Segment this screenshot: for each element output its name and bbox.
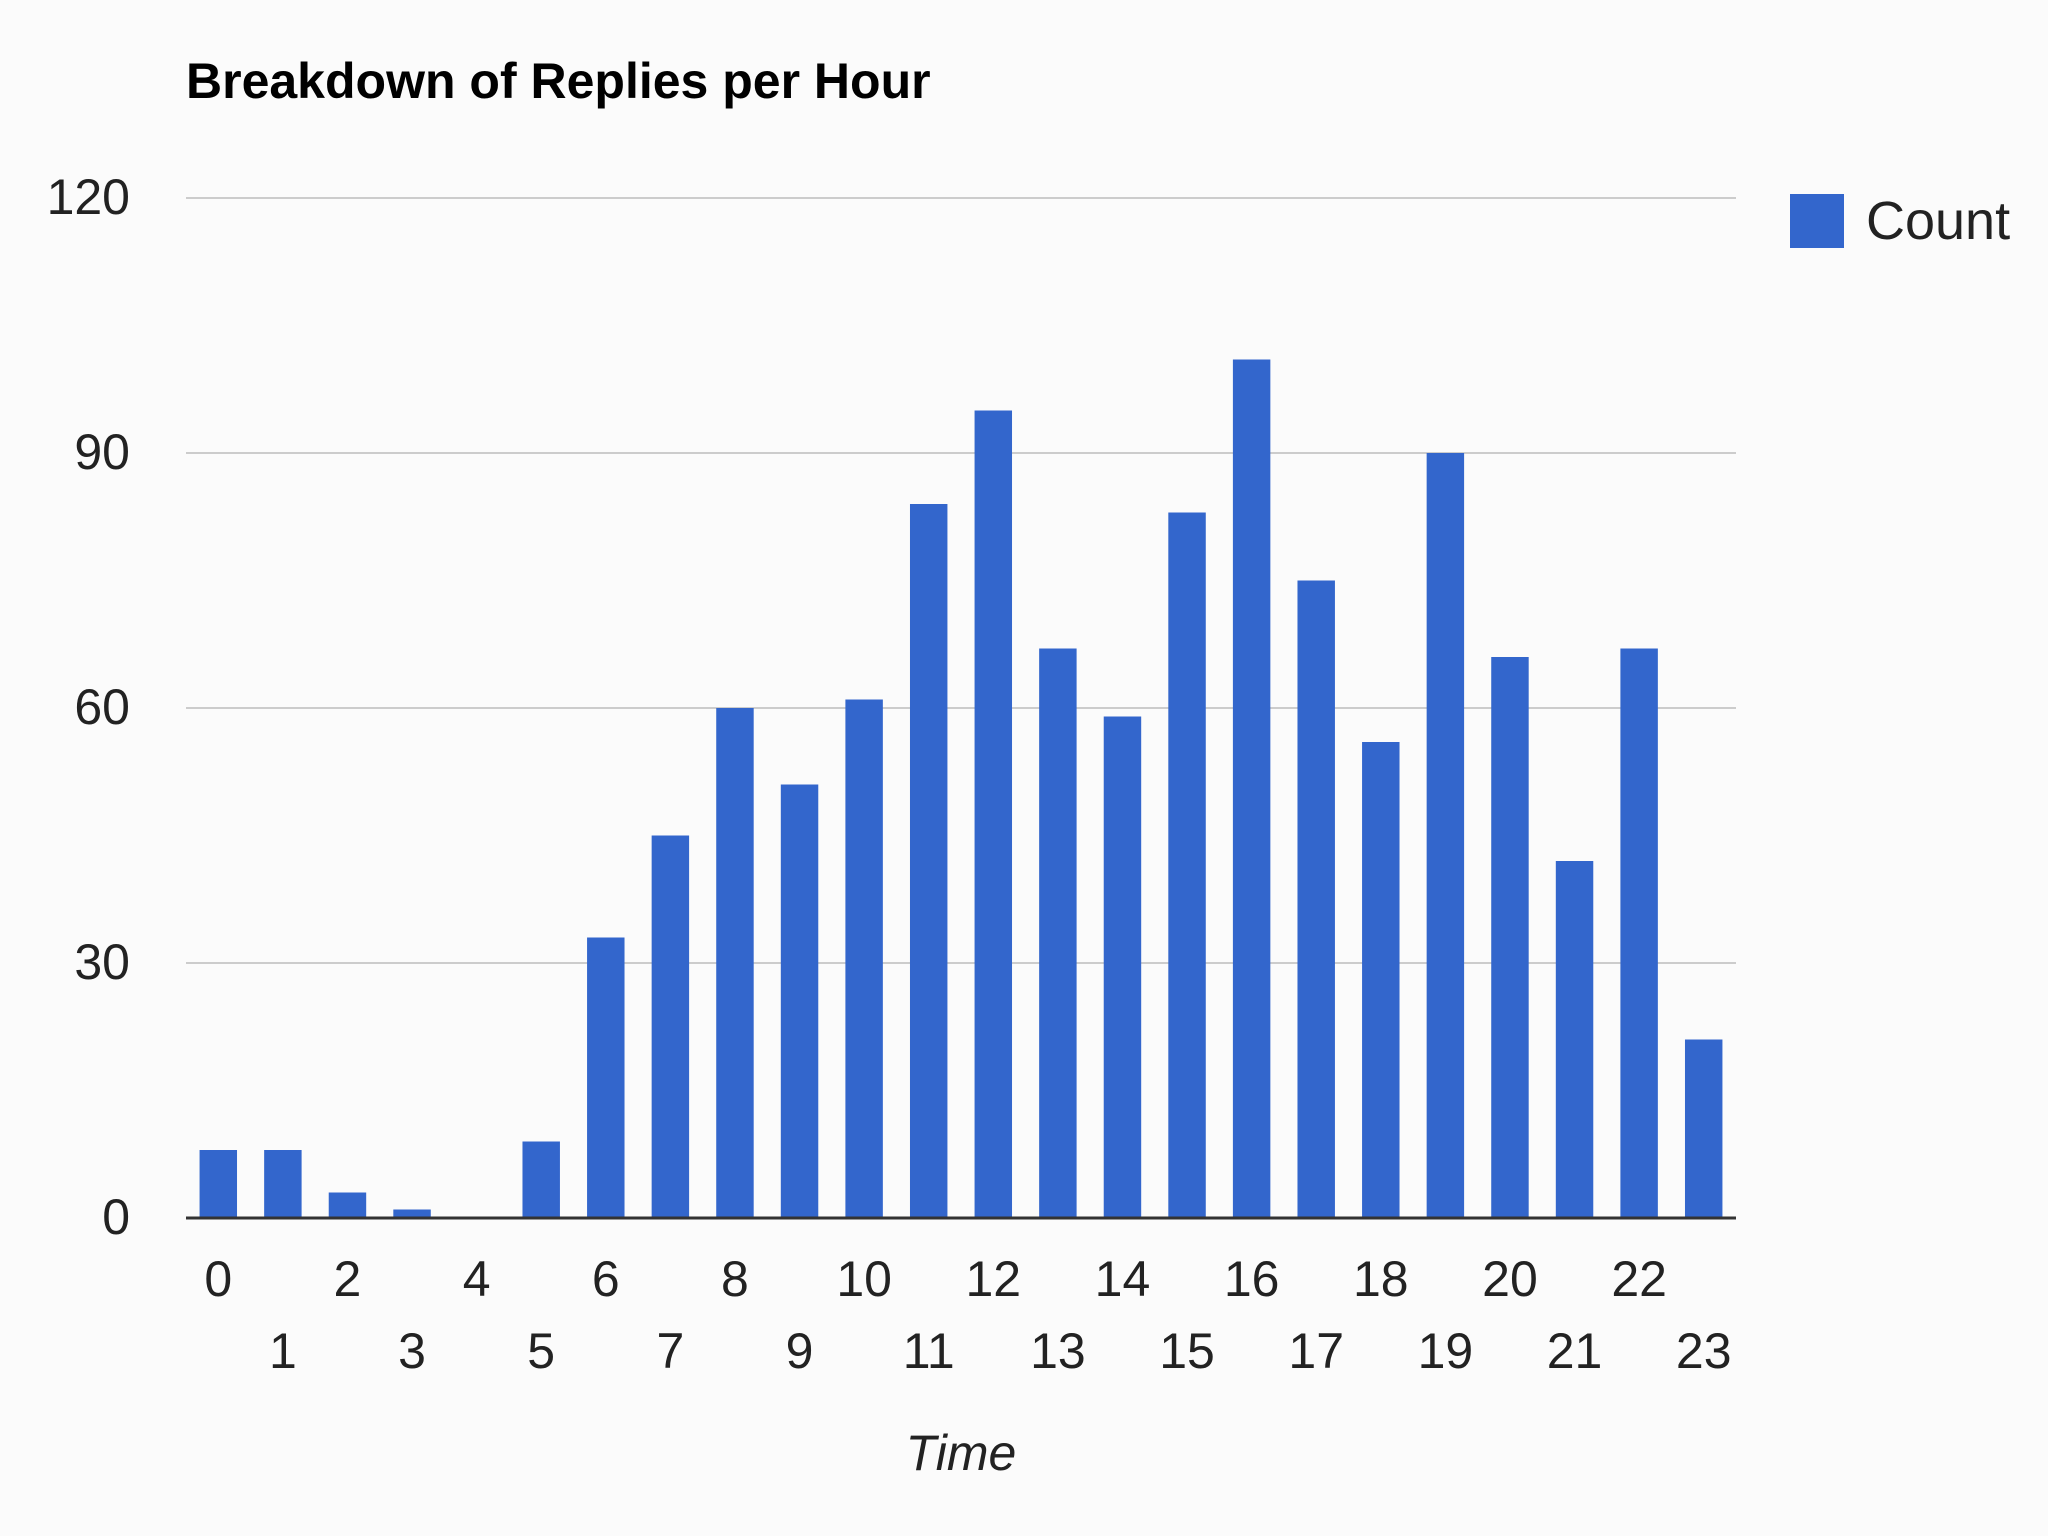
legend: Count (1790, 190, 2010, 252)
x-tick-label: 21 (1547, 1323, 1603, 1379)
x-tick-label: 15 (1159, 1323, 1215, 1379)
bar[interactable] (1039, 648, 1077, 1219)
bar[interactable] (716, 708, 754, 1218)
y-tick-label: 120 (47, 169, 130, 225)
y-tick-label: 90 (74, 424, 130, 480)
x-axis-title: Time (906, 1425, 1017, 1481)
bar[interactable] (328, 1192, 367, 1219)
x-tick-label: 8 (721, 1251, 749, 1307)
x-tick-label: 19 (1418, 1323, 1474, 1379)
x-tick-label: 7 (656, 1323, 684, 1379)
x-tick-label: 0 (204, 1251, 232, 1307)
x-tick-label: 9 (786, 1323, 814, 1379)
x-tick-label: 22 (1611, 1251, 1667, 1307)
legend-label-count: Count (1866, 191, 2011, 251)
bar[interactable] (845, 699, 883, 1219)
bar[interactable] (1168, 512, 1206, 1219)
x-tick-label: 17 (1288, 1323, 1344, 1379)
y-tick-label: 0 (102, 1189, 130, 1245)
x-tick-label: 14 (1095, 1251, 1151, 1307)
x-tick-label: 20 (1482, 1251, 1538, 1307)
bar[interactable] (264, 1150, 302, 1218)
x-tick-label: 4 (463, 1251, 491, 1307)
x-tick-label: 11 (903, 1323, 955, 1379)
bar[interactable] (1491, 657, 1529, 1218)
bar[interactable] (974, 410, 1013, 1219)
bar[interactable] (1232, 359, 1271, 1219)
bar[interactable] (1103, 716, 1142, 1219)
bar[interactable] (1362, 742, 1400, 1218)
bar[interactable] (522, 1141, 560, 1219)
x-tick-label: 23 (1676, 1323, 1732, 1379)
x-tick-label: 1 (269, 1323, 297, 1379)
bar[interactable] (1684, 1039, 1723, 1219)
y-tick-label: 60 (74, 679, 130, 735)
bar[interactable] (199, 1150, 238, 1218)
bar[interactable] (1555, 861, 1594, 1218)
bar[interactable] (1620, 648, 1658, 1219)
x-tick-label: 6 (592, 1251, 620, 1307)
x-tick-label: 2 (334, 1251, 362, 1307)
chart-title: Breakdown of Replies per Hour (186, 53, 931, 109)
bar[interactable] (587, 937, 625, 1219)
y-tick-label: 30 (74, 934, 130, 990)
bar[interactable] (651, 835, 690, 1219)
x-tick-label: 3 (398, 1323, 426, 1379)
bar[interactable] (1426, 453, 1465, 1218)
bar[interactable] (393, 1209, 431, 1219)
x-tick-label: 16 (1224, 1251, 1280, 1307)
bar[interactable] (780, 784, 819, 1219)
bar[interactable] (909, 504, 948, 1218)
x-tick-label: 13 (1030, 1323, 1086, 1379)
x-tick-label: 10 (836, 1251, 892, 1307)
x-tick-label: 5 (527, 1323, 555, 1379)
legend-swatch-count (1790, 194, 1844, 248)
bar-layer (199, 359, 1723, 1219)
x-tick-label: 18 (1353, 1251, 1409, 1307)
grid-layer (186, 197, 1736, 964)
label-layer: 0306090120012345678910111213141516171819… (47, 169, 1732, 1481)
x-tick-label: 12 (965, 1251, 1021, 1307)
bar[interactable] (1297, 580, 1335, 1219)
